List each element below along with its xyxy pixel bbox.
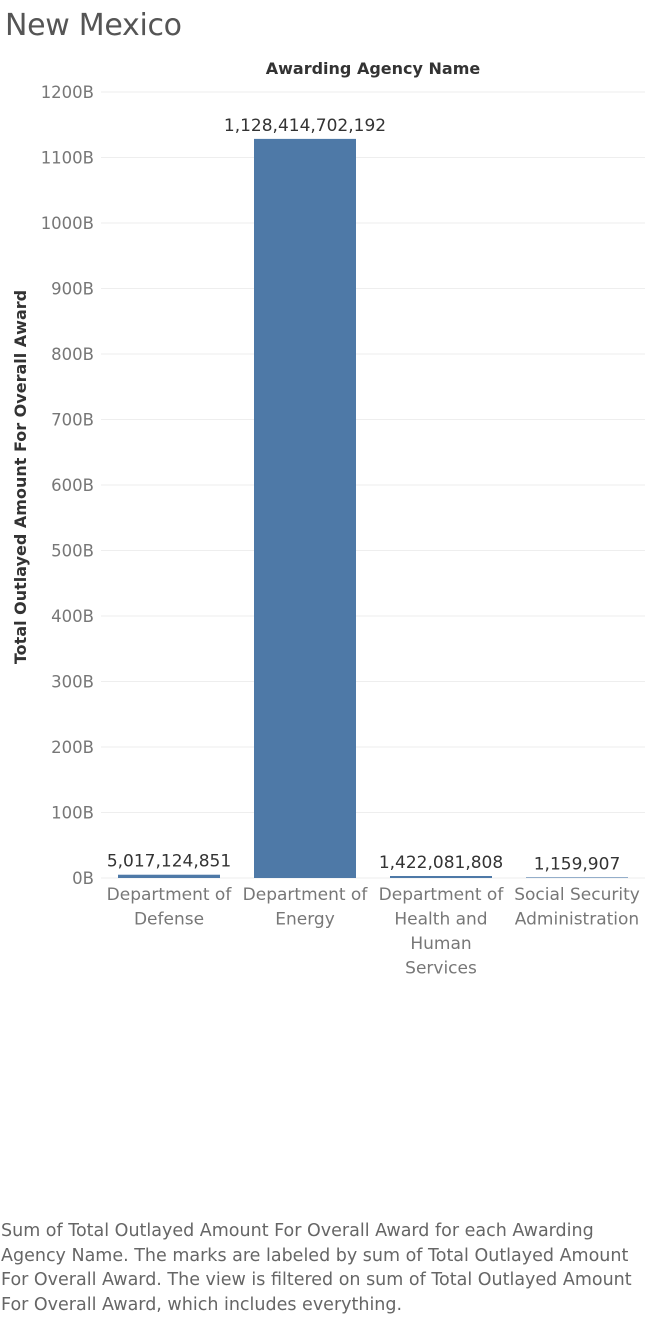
bar[interactable] [390, 876, 492, 878]
y-tick-label: 1000B [41, 214, 94, 233]
x-tick-label: Defense [134, 910, 204, 930]
y-tick-label: 1100B [41, 149, 94, 168]
x-axis-ticks: Department of Defense Department of Energy D… [107, 885, 640, 979]
y-tick-label: 100B [51, 804, 94, 823]
y-tick-label: 1200B [41, 83, 94, 102]
x-tick-label: Department of [243, 885, 369, 905]
y-tick-label: 0B [72, 869, 94, 888]
bar[interactable] [526, 877, 628, 878]
x-tick-label: Social Security [514, 885, 640, 905]
chart-caption: Sum of Total Outlayed Amount For Overall… [1, 1221, 632, 1315]
y-tick-label: 300B [51, 673, 94, 692]
y-tick-label: 900B [51, 280, 94, 299]
bar[interactable] [118, 874, 220, 878]
bar[interactable] [254, 138, 356, 878]
y-tick-label: 700B [51, 411, 94, 430]
data-label: 5,017,124,851 [107, 852, 231, 872]
x-tick-label: Department of [107, 885, 233, 905]
x-tick-label: Department of [379, 885, 505, 905]
y-tick-label: 400B [51, 607, 94, 626]
grid-lines [101, 91, 645, 879]
data-label: 1,128,414,702,192 [224, 116, 386, 136]
x-tick-label: Health and [394, 910, 487, 930]
x-tick-label: Services [405, 959, 477, 979]
x-tick-label: Administration [515, 910, 639, 930]
x-tick-label: Human [410, 934, 471, 954]
page-title: New Mexico [5, 8, 182, 43]
data-label: 1,422,081,808 [379, 853, 503, 873]
y-axis-ticks: 0B 100B 200B 300B 400B 500B 600B 700B 800B 900B 10… [41, 83, 94, 888]
data-label: 1,159,907 [534, 854, 621, 874]
data-labels: 5,017,124,851 1,128,414,702,192 1,422,081,… [107, 116, 620, 875]
y-tick-label: 500B [51, 542, 94, 561]
x-axis-title: Awarding Agency Name [266, 59, 481, 78]
bars [118, 138, 628, 878]
y-tick-label: 800B [51, 345, 94, 364]
bar-chart: 0B 100B 200B 300B 400B 500B 600B 700B 800B 900B 10… [11, 59, 645, 979]
y-tick-label: 200B [51, 738, 94, 757]
x-tick-label: Energy [275, 910, 335, 930]
y-tick-label: 600B [51, 476, 94, 495]
y-axis-title: Total Outlayed Amount For Overall Award [11, 290, 30, 664]
